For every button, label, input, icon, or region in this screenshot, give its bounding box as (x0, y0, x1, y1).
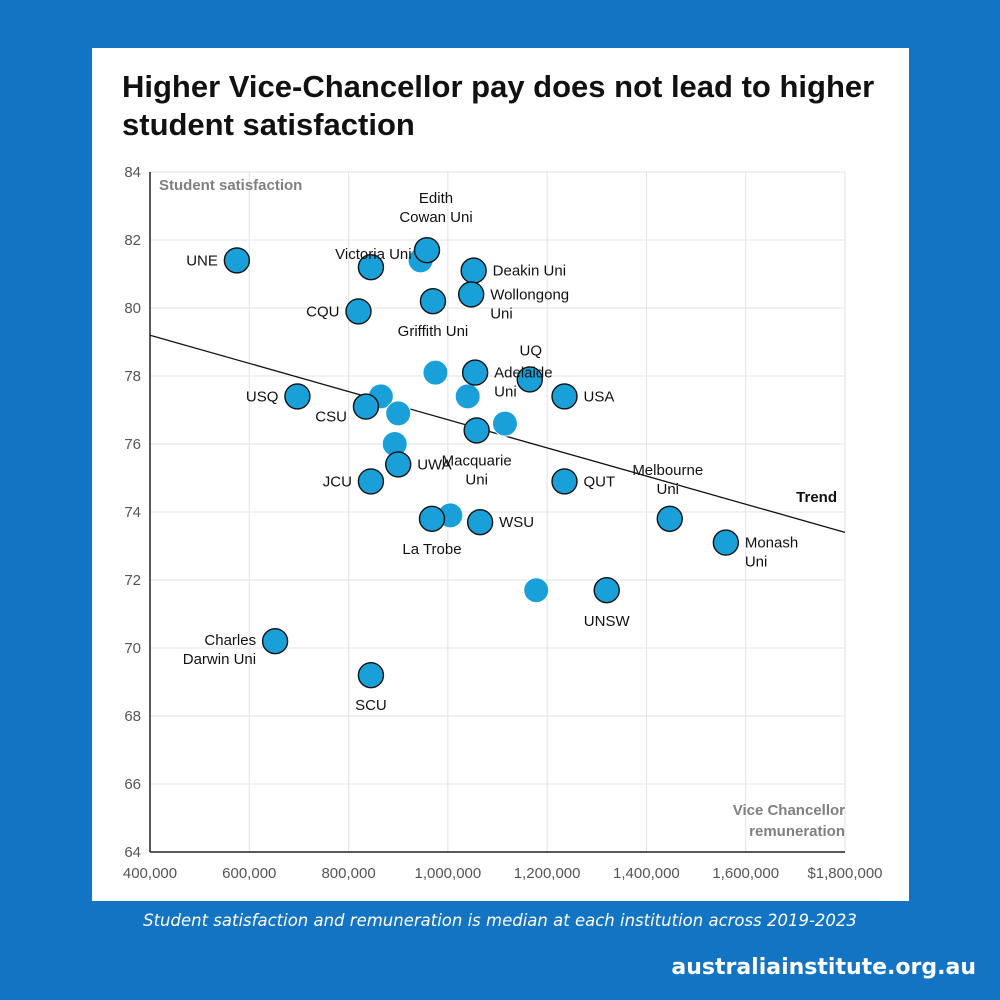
x-tick-label: 800,000 (321, 865, 375, 882)
point-label: Charles Darwin Uni (183, 632, 256, 668)
x-tick-label: 1,400,000 (613, 865, 680, 882)
point-label: CSU (315, 409, 347, 426)
point-label: UQ (520, 342, 543, 359)
point-label: Victoria Uni (335, 246, 411, 263)
trend-label: Trend (796, 489, 837, 506)
data-point[interactable] (284, 383, 311, 410)
y-tick-label: 70 (124, 640, 141, 657)
y-tick-label: 76 (124, 436, 141, 453)
point-label: Macquarie Uni (442, 452, 512, 488)
data-point[interactable] (656, 505, 683, 532)
data-point[interactable] (418, 505, 446, 532)
point-label: Monash Uni (745, 535, 798, 571)
data-point[interactable] (523, 577, 550, 604)
y-tick-label: 74 (124, 504, 141, 521)
point-label: Wollongong Uni (490, 286, 569, 322)
data-point[interactable] (463, 417, 490, 444)
point-label: Griffith Uni (398, 323, 469, 340)
data-points (223, 236, 740, 689)
data-point[interactable] (460, 257, 487, 284)
x-tick-label: 1,200,000 (514, 865, 581, 882)
data-point[interactable] (223, 247, 251, 274)
data-point[interactable] (551, 383, 578, 410)
point-label: CQU (306, 303, 339, 320)
point-label: JCU (323, 473, 352, 490)
y-tick-label: 72 (124, 572, 141, 589)
x-tick-label: 600,000 (222, 865, 276, 882)
point-label: UNSW (584, 613, 631, 630)
data-point[interactable] (352, 393, 380, 420)
point-labels: Victoria Uni UNE Edith Cowan Uni Deakin Uni W… (183, 190, 798, 714)
footnote: Student satisfaction and remuneration is… (143, 911, 857, 930)
chart-title: Higher Vice-Chancellor pay does not lead… (122, 69, 875, 142)
point-label: Adelaide Uni (494, 365, 552, 401)
website-url[interactable]: australiainstitute.org.au (671, 955, 976, 980)
point-label: UWA (417, 456, 451, 473)
data-point[interactable] (551, 468, 578, 495)
point-label: Deakin Uni (493, 263, 566, 280)
data-point[interactable] (345, 298, 372, 325)
y-tick-label: 80 (124, 300, 141, 317)
data-point[interactable] (454, 383, 481, 410)
point-label: QUT (584, 473, 616, 490)
x-axis-title: Vice Chancellor remuneration (733, 802, 845, 840)
data-point[interactable] (357, 253, 385, 281)
point-label: Edith Cowan Uni (399, 190, 472, 226)
x-tick-label: $1,800,000 (807, 865, 882, 882)
data-point[interactable] (357, 662, 385, 689)
y-tick-label: 68 (124, 708, 141, 725)
scatter-chart: 400,000 600,000 800,000 1,000,000 1,200,000 1… (123, 164, 883, 882)
data-point[interactable] (413, 236, 441, 264)
data-point[interactable] (461, 359, 489, 386)
y-tick-label: 84 (124, 164, 141, 181)
y-axis-title: Student satisfaction (159, 177, 302, 194)
data-point[interactable] (385, 451, 412, 478)
point-label: Melbourne Uni (632, 462, 703, 498)
data-point[interactable] (422, 359, 449, 386)
chart-card: Higher Vice-Chancellor pay does not lead… (92, 48, 909, 901)
axes: 400,000 600,000 800,000 1,000,000 1,200,000 1… (123, 164, 883, 882)
data-point[interactable] (419, 287, 447, 315)
data-point[interactable] (457, 281, 485, 308)
point-label: SCU (355, 697, 387, 714)
y-tick-label: 78 (124, 368, 141, 385)
data-point[interactable] (712, 529, 740, 556)
y-tick-label: 66 (124, 776, 141, 793)
data-point[interactable] (466, 509, 494, 536)
point-label: UNE (186, 252, 218, 269)
data-point[interactable] (491, 410, 518, 437)
y-tick-label: 64 (124, 844, 141, 861)
point-label: WSU (499, 514, 534, 531)
data-point[interactable] (516, 366, 543, 393)
x-tick-label: 1,600,000 (712, 865, 779, 882)
data-point[interactable] (357, 468, 385, 495)
data-point[interactable] (385, 400, 412, 427)
point-label: USA (584, 388, 615, 405)
point-label: USQ (246, 388, 279, 405)
x-tick-label: 400,000 (123, 865, 177, 882)
point-label: La Trobe (402, 541, 461, 558)
data-point[interactable] (593, 577, 620, 604)
x-tick-label: 1,000,000 (414, 865, 481, 882)
gridlines (150, 171, 846, 852)
y-tick-label: 82 (124, 232, 141, 249)
data-point[interactable] (261, 628, 289, 655)
